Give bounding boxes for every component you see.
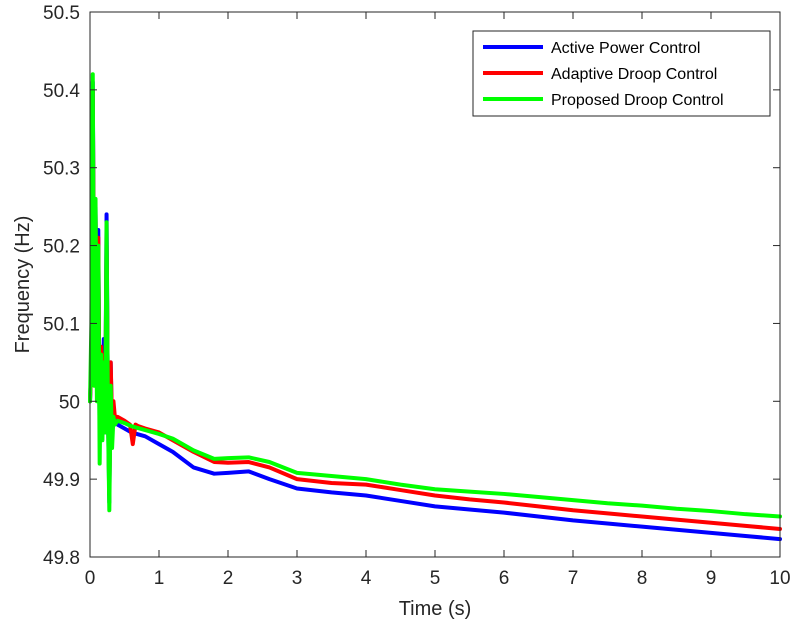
x-tick-label: 10: [769, 568, 790, 589]
y-tick-label: 49.8: [43, 548, 80, 569]
y-axis-title: Frequency (Hz): [12, 216, 34, 354]
x-axis-title: Time (s): [399, 598, 472, 620]
x-tick-label: 1: [154, 568, 165, 589]
y-tick-label: 50: [59, 392, 80, 413]
y-tick-label: 50.5: [43, 3, 80, 24]
y-tick-label: 50.3: [43, 159, 80, 180]
x-tick-label: 2: [223, 568, 234, 589]
y-tick-label: 50.2: [43, 237, 80, 258]
series-layer: [88, 72, 782, 542]
x-tick-label: 4: [361, 568, 372, 589]
y-tick-label: 50.4: [43, 81, 80, 102]
y-tick-label: 49.9: [43, 470, 80, 491]
x-tick-label: 3: [292, 568, 303, 589]
series-line-3: [88, 72, 782, 519]
x-tick-label: 6: [499, 568, 510, 589]
y-tick-label: 50.1: [43, 314, 80, 335]
x-tick-label: 9: [706, 568, 717, 589]
x-tick-label: 0: [85, 568, 96, 589]
legend-label-2: Adaptive Droop Control: [551, 66, 717, 83]
legend-label-3: Proposed Droop Control: [551, 92, 724, 109]
x-tick-label: 8: [637, 568, 648, 589]
ticks-layer: 0 1 2 3 4 5 6 7 8 9 10 49.8 49.9 50 50.1 50.2 50.3 50.4 50…: [43, 3, 791, 589]
x-tick-label: 5: [430, 568, 441, 589]
legend: Active Power Control Adaptive Droop Contr…: [472, 30, 771, 117]
x-tick-label: 7: [568, 568, 579, 589]
legend-label-1: Active Power Control: [551, 40, 700, 57]
series-line-1: [88, 80, 782, 542]
series-line-2: [88, 87, 782, 531]
